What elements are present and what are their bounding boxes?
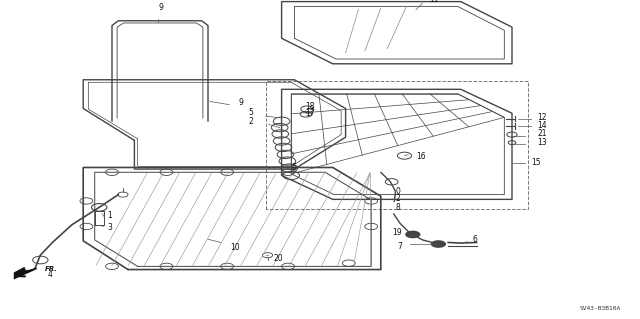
Text: 2: 2 [248, 117, 253, 126]
Text: 21: 21 [538, 130, 547, 138]
Text: 14: 14 [538, 121, 547, 130]
Text: 15: 15 [531, 158, 541, 167]
Text: 9: 9 [238, 98, 243, 107]
Circle shape [431, 240, 446, 248]
Polygon shape [14, 267, 33, 279]
Circle shape [405, 231, 420, 238]
Text: 18: 18 [305, 102, 315, 111]
Text: 16: 16 [416, 152, 426, 161]
Text: 5: 5 [248, 108, 253, 117]
Text: 10: 10 [230, 243, 240, 252]
Text: 19: 19 [392, 228, 402, 237]
Text: 17: 17 [305, 109, 315, 118]
Text: 6: 6 [472, 235, 477, 244]
Text: 0: 0 [396, 187, 401, 196]
Text: 2: 2 [396, 194, 400, 203]
Text: 3: 3 [108, 223, 113, 232]
Text: 7: 7 [397, 242, 402, 251]
Text: 8: 8 [396, 203, 400, 212]
Text: 9: 9 [158, 4, 163, 12]
Text: 1: 1 [108, 211, 112, 220]
Text: 13: 13 [538, 138, 547, 147]
Text: FR.: FR. [45, 266, 58, 272]
Text: SV43-B3B10A: SV43-B3B10A [580, 306, 621, 311]
Text: 20: 20 [274, 254, 284, 263]
Text: 4: 4 [48, 271, 53, 279]
Text: 11: 11 [429, 0, 438, 4]
Text: 12: 12 [538, 113, 547, 122]
Text: 6: 6 [291, 163, 296, 172]
